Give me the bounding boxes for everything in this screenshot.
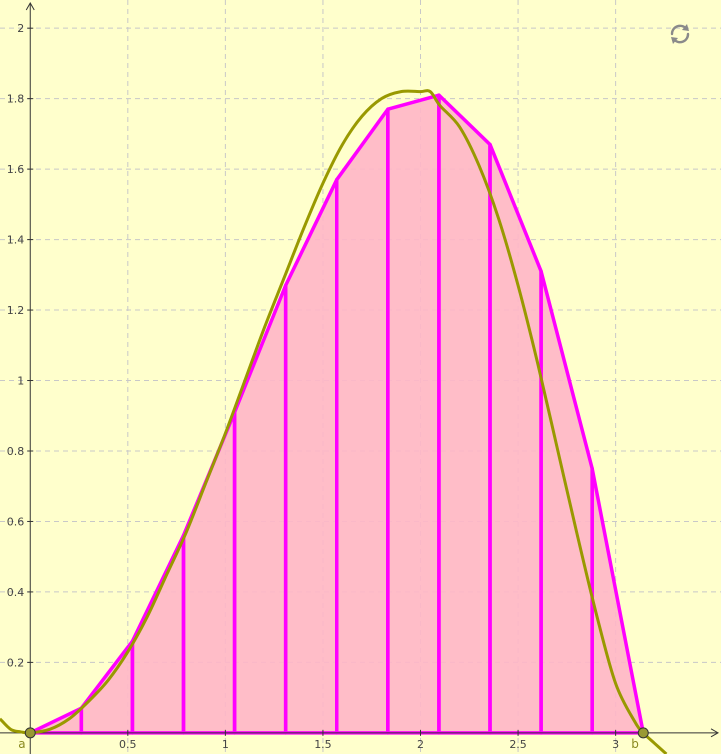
y-tick-label: 2	[17, 22, 24, 35]
y-tick-label: 1	[17, 375, 24, 388]
x-tick-label: 2	[417, 738, 424, 751]
x-axis-arrow	[710, 728, 720, 738]
point-label-b: b	[631, 737, 639, 751]
y-tick-label: 0.8	[7, 445, 25, 458]
x-tick-label: 1.5	[314, 738, 332, 751]
function-curve	[0, 89, 668, 754]
y-tick-label: 1.6	[7, 163, 25, 176]
y-axis-arrow	[25, 1, 35, 11]
x-tick-label: 0.5	[119, 738, 137, 751]
x-tick-label: 3	[612, 738, 619, 751]
y-tick-label: 1.4	[7, 234, 25, 247]
reset-button[interactable]	[666, 20, 694, 48]
y-tick-label: 1.8	[7, 93, 25, 106]
refresh-icon	[670, 24, 690, 44]
point-label-a: a	[18, 737, 25, 751]
point-a[interactable]	[24, 727, 36, 739]
y-tick-label: 0.2	[7, 656, 25, 669]
y-tick-label: 0.4	[7, 586, 25, 599]
y-tick-label: 0.6	[7, 515, 25, 528]
function-curve-layer	[0, 89, 668, 754]
point-b[interactable]	[637, 727, 649, 739]
x-tick-label: 2.5	[509, 738, 527, 751]
x-tick-label: 1	[222, 738, 229, 751]
y-tick-label: 1.2	[7, 304, 25, 317]
